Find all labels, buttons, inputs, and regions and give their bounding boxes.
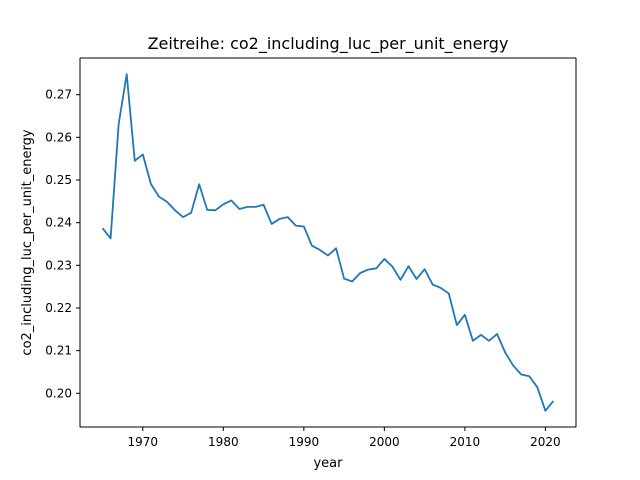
y-axis-label: co2_including_luc_per_unit_energy xyxy=(20,129,35,355)
y-tick-label: 0.23 xyxy=(45,258,72,272)
x-axis-ticks: 1970 1980 1990 2000 2010 2020 xyxy=(128,427,561,449)
y-tick-label: 0.25 xyxy=(45,173,72,187)
x-tick-label: 2000 xyxy=(369,435,400,449)
plot-frame xyxy=(79,57,577,428)
y-tick-label: 0.22 xyxy=(45,301,72,315)
x-tick-label: 2020 xyxy=(530,435,561,449)
x-tick-label: 1980 xyxy=(208,435,239,449)
x-axis-label: year xyxy=(313,456,343,471)
y-axis-ticks: 0.20 0.21 0.22 0.23 0.24 0.25 0.26 0.27 xyxy=(45,88,80,400)
x-tick-label: 1990 xyxy=(289,435,320,449)
series-line xyxy=(101,73,555,412)
plot-area xyxy=(80,58,576,427)
x-tick-label: 1970 xyxy=(128,435,159,449)
y-tick-label: 0.24 xyxy=(45,216,72,230)
y-tick-label: 0.21 xyxy=(45,344,72,358)
y-tick-label: 0.26 xyxy=(45,130,72,144)
chart-title: Zeitreihe: co2_including_luc_per_unit_en… xyxy=(148,34,509,54)
y-tick-label: 0.20 xyxy=(45,386,72,400)
y-tick-label: 0.27 xyxy=(45,88,72,102)
x-tick-label: 2010 xyxy=(450,435,481,449)
